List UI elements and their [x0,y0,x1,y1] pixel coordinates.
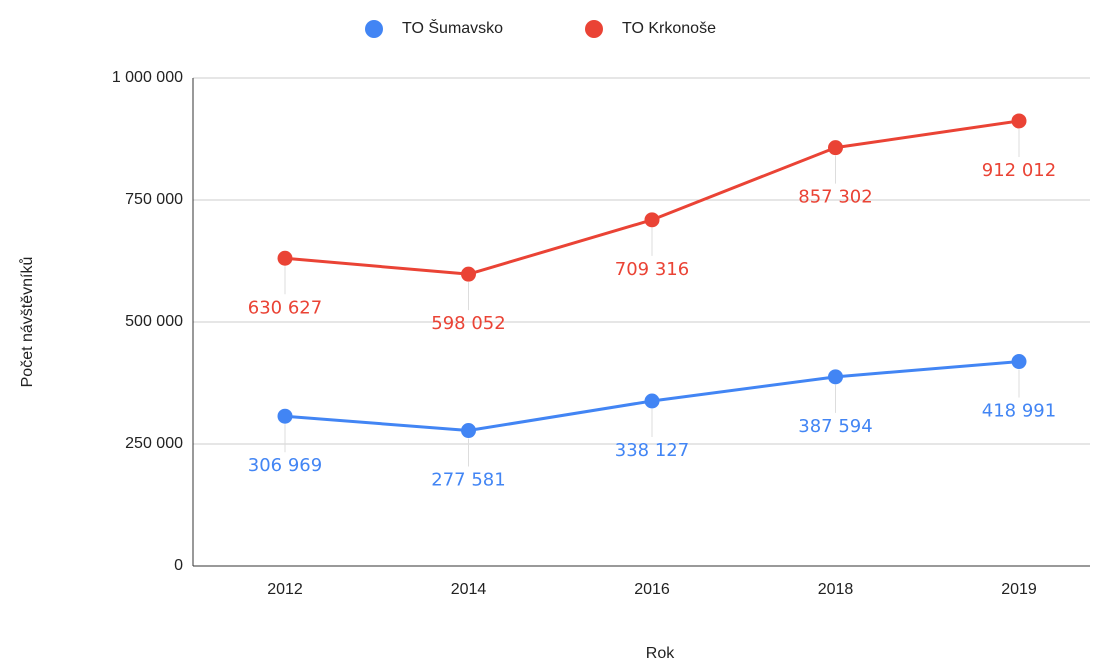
data-label: 418 991 [982,401,1056,422]
data-point [1011,113,1027,129]
x-tick-label: 2018 [818,581,854,598]
y-tick-label: 250 000 [125,435,183,452]
data-label: 598 052 [431,313,505,334]
data-label: 709 316 [615,259,689,280]
data-point [828,369,843,385]
y-tick-label: 500 000 [125,313,183,330]
data-label: 338 127 [615,440,689,461]
data-point [644,393,660,409]
data-point [277,250,293,266]
data-label: 306 969 [248,455,322,476]
data-label: 857 302 [798,187,872,208]
x-tick-label: 2012 [267,581,303,598]
legend-label: TO Šumavsko [402,18,503,37]
legend-label: TO Krkonoše [622,20,716,37]
data-point [461,266,476,282]
legend-marker [365,20,383,38]
x-axis-title: Rok [646,645,675,662]
data-point [461,423,476,439]
y-tick-label: 0 [174,557,183,574]
legend-marker [585,20,603,38]
data-label: 630 627 [248,297,322,318]
data-point [828,140,843,156]
y-tick-label: 1 000 000 [112,69,183,86]
data-label: 387 594 [798,416,872,437]
data-point [644,212,660,228]
data-label: 912 012 [982,160,1056,181]
y-axis-title: Počet návštěvníků [18,257,36,388]
data-point [277,408,293,424]
x-tick-label: 2016 [634,581,670,598]
x-tick-label: 2014 [451,581,487,598]
data-label: 277 581 [431,470,505,491]
x-tick-label: 2019 [1001,581,1037,598]
data-point [1011,354,1027,370]
y-tick-label: 750 000 [125,191,183,208]
